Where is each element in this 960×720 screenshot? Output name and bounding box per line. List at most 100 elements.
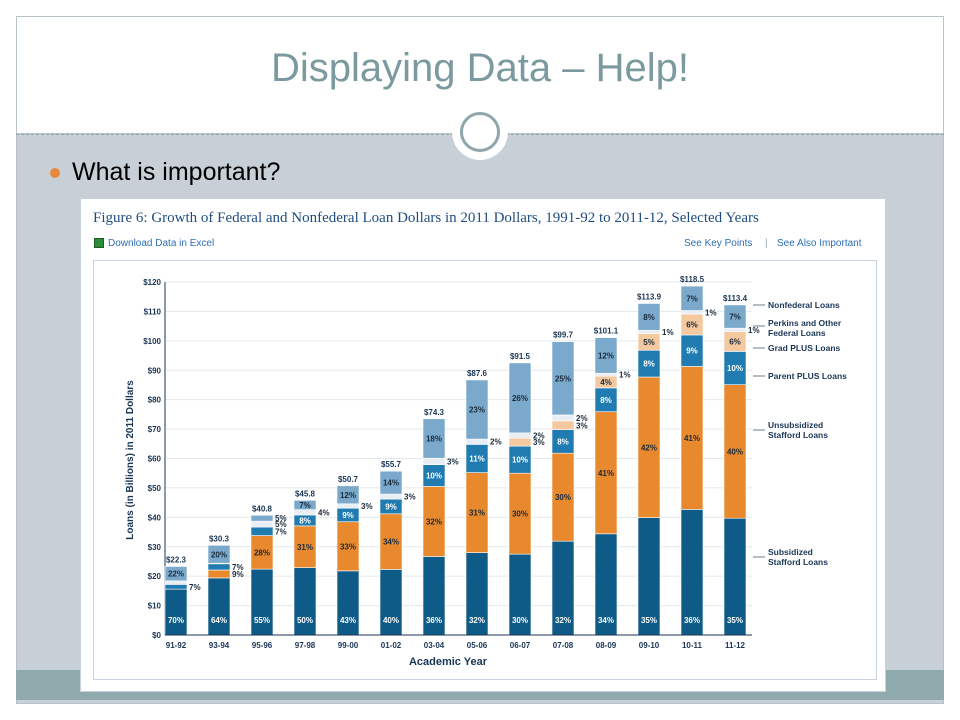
data-label: 8% [643,313,655,322]
data-label: 10% [727,364,743,373]
bar-segment-nonfederal [637,303,661,331]
bar-total-label: $101.1 [594,327,619,336]
bar-segment-subsidized [379,569,403,636]
legend-label: Subsidized [768,547,813,557]
data-label: 9% [342,511,354,520]
bar-segment-perkins [637,329,661,334]
data-label: 14% [383,479,399,488]
data-label: 7% [729,313,741,322]
bar-segment-nonfederal [336,485,360,505]
data-label: 30% [555,493,571,502]
data-label: 1% [662,328,674,337]
data-label: 40% [727,447,743,456]
bar-total-label: $113.4 [723,294,748,303]
x-tick-label: 99-00 [338,641,359,650]
data-label: 12% [598,351,614,360]
legend-label: Parent PLUS Loans [768,371,847,381]
y-tick-label: $40 [148,513,162,522]
y-tick-label: $70 [148,425,162,434]
data-label: 40% [383,616,399,625]
bar-total-label: $74.3 [424,408,445,417]
bar-segment-nonfederal [508,362,532,434]
data-label: 7% [189,583,201,592]
key-points-link[interactable]: See Key Points [684,238,753,249]
data-label: 55% [254,616,270,625]
y-tick-label: $20 [148,572,162,581]
data-label: 7% [232,563,244,572]
download-excel-link[interactable]: Download Data in Excel [108,238,215,249]
y-tick-label: $80 [148,396,162,405]
bar-total-label: $30.3 [209,534,230,543]
divider-circle-icon [460,112,500,152]
data-label: 1% [748,326,760,335]
bar-total-label: $118.5 [680,275,705,284]
bar-total-label: $40.8 [252,504,273,513]
legend-label: Federal Loans [768,328,826,338]
data-label: 35% [641,616,657,625]
x-tick-label: 11-12 [725,641,746,650]
bar-segment-nonfederal [680,285,704,311]
legend: Nonfederal Loans Perkins and OtherFederal… [753,300,847,567]
data-label: 34% [383,538,399,547]
data-label: 20% [211,550,227,559]
data-label: 9% [232,570,244,579]
data-label: 6% [729,337,741,346]
legend-label: Grad PLUS Loans [768,343,841,353]
bar-segment-subsidized [336,570,360,636]
legend-label: Perkins and Other [768,318,842,328]
data-label: 3% [404,493,416,502]
data-label: 35% [727,616,743,625]
bar-total-label: $91.5 [510,352,531,361]
y-tick-label: $120 [143,278,161,287]
data-label: 6% [686,321,698,330]
slide-title: Displaying Data – Help! [271,46,689,90]
data-label: 2% [490,438,502,447]
bar-total-label: $87.6 [467,369,488,378]
y-tick-label: $30 [148,543,162,552]
bar-segment-perkins [723,327,747,332]
x-tick-label: 93-94 [209,641,230,650]
bar-segment-unsubsidized [207,569,231,579]
bar-segment-parent_plus [164,584,188,590]
data-label: 5% [275,514,287,523]
data-label: 36% [426,616,442,625]
data-label: 10% [426,472,442,481]
data-label: 9% [686,347,698,356]
data-label: 4% [600,378,612,387]
data-label: 26% [512,394,528,403]
bar-total-label: $22.3 [166,555,187,564]
data-label: 43% [340,616,356,625]
data-label: 28% [254,548,270,557]
bar-segment-perkins [336,503,360,509]
bar-segment-parent_plus [207,563,231,571]
excel-icon[interactable] [94,238,104,248]
data-label: 18% [426,434,442,443]
bar-total-label: $99.7 [553,331,574,340]
also-important-link[interactable]: See Also Important [777,238,862,249]
bar-segment-perkins [293,509,317,516]
bullet-icon [50,168,60,178]
bars-group: 70%7%22%$22.364%9%7%20%$30.355%28%7%5%5%… [164,275,760,636]
bar-segment-subsidized [207,577,231,636]
bar-segment-nonfederal [293,499,317,510]
bar-segment-perkins [508,432,532,439]
bar-segment-perkins [422,457,446,465]
bar-segment-nonfederal [723,304,747,329]
bar-segment-nonfederal [422,418,446,459]
bar-segment-grad_plus [508,437,532,447]
data-label: 1% [705,308,717,317]
data-label: 11% [469,455,485,464]
data-label: 5% [275,520,287,529]
x-tick-label: 05-06 [467,641,488,650]
bullet-text: What is important? [72,158,281,186]
y-tick-label: $100 [143,337,161,346]
data-label: 70% [168,616,184,625]
x-tick-label: 09-10 [639,641,660,650]
bar-segment-nonfederal [551,341,575,416]
data-label: 31% [469,509,485,518]
data-label: 31% [297,543,313,552]
bar-segment-perkins [379,493,403,500]
data-label: 8% [600,396,612,405]
data-label: 64% [211,616,227,625]
x-tick-label: 01-02 [381,641,402,650]
